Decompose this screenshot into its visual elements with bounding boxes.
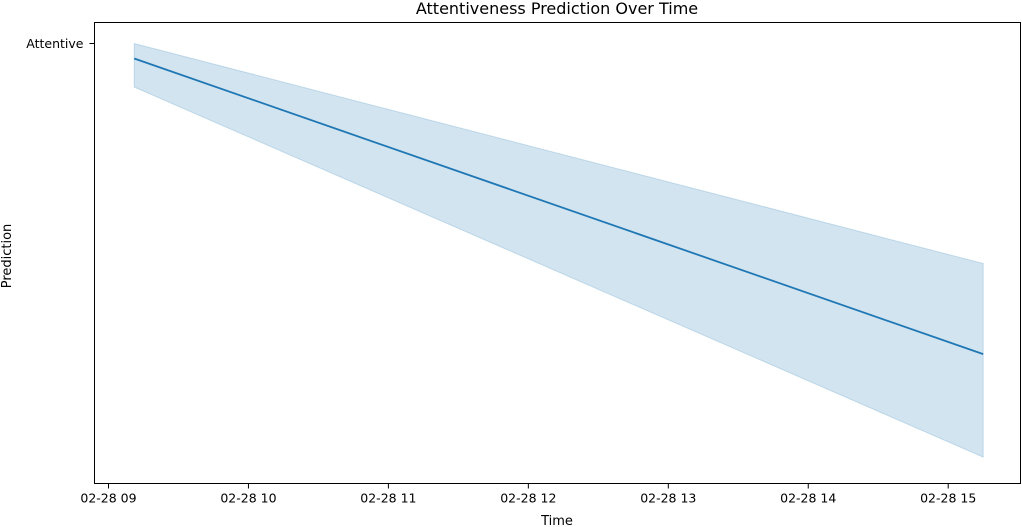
y-axis: Attentive (26, 36, 95, 51)
x-tick-label: 02-28 14 (780, 491, 836, 506)
x-tick-label: 02-28 09 (80, 491, 136, 506)
x-axis: 02-28 09 02-28 10 02-28 11 02-28 12 02-28 13… (80, 483, 976, 506)
x-tick-label: 02-28 12 (500, 491, 556, 506)
x-tick-label: 02-28 15 (920, 491, 976, 506)
x-tick-label: 02-28 13 (640, 491, 696, 506)
plot-frame (94, 22, 1021, 484)
confidence-band-layer (133, 42, 984, 458)
x-axis-label: Time (540, 514, 573, 527)
y-tick-label: Attentive (26, 36, 84, 51)
confidence-band (133, 42, 984, 458)
chart-title: Attentiveness Prediction Over Time (416, 0, 698, 18)
x-tick-label: 02-28 11 (360, 491, 416, 506)
series-line (133, 57, 984, 355)
x-tick-label: 02-28 10 (220, 491, 276, 506)
series-line-layer (133, 57, 984, 355)
y-axis-label: Prediction (0, 224, 15, 289)
